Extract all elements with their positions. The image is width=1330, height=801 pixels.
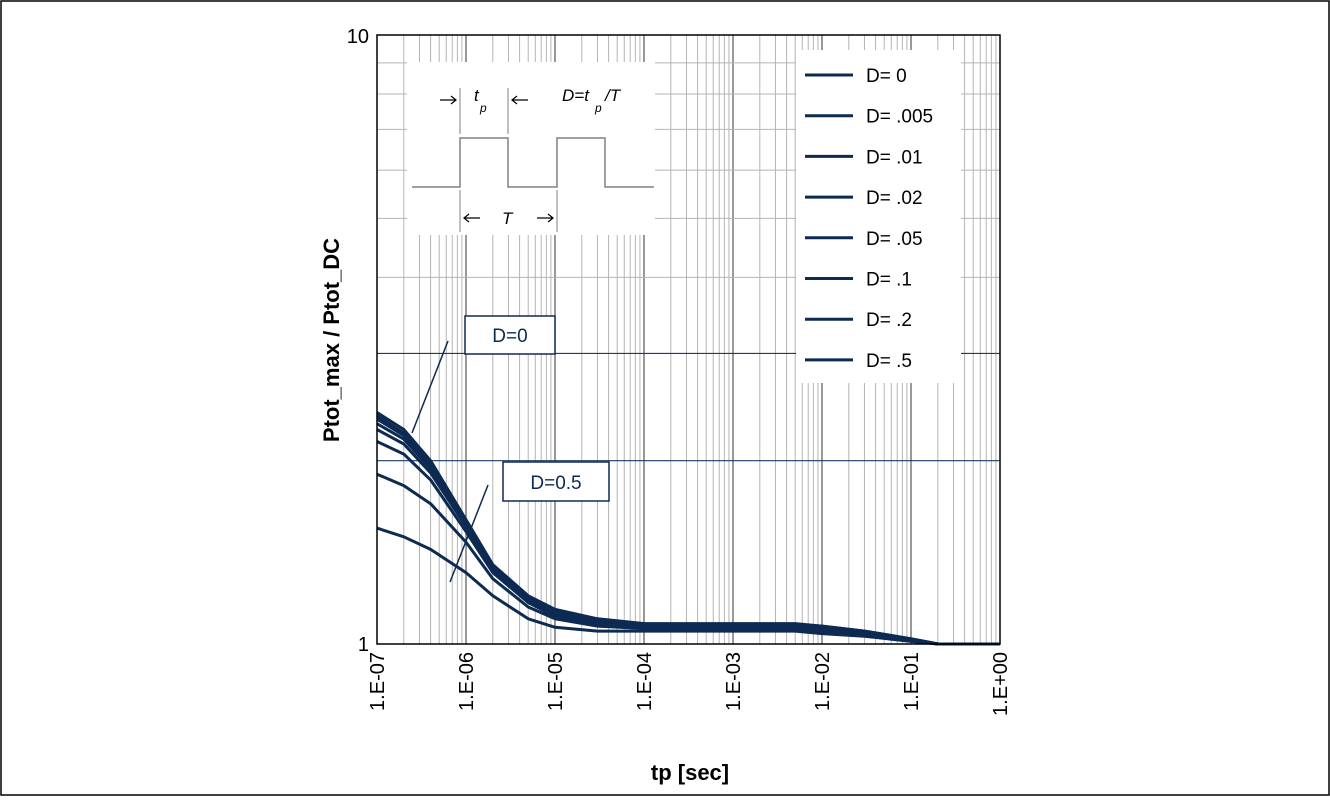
x-tick-label: 1.E+00 <box>990 652 1012 716</box>
inset-tp-label: t <box>474 86 480 105</box>
annotation-leader-line <box>411 340 449 434</box>
x-tick-label: 1.E-02 <box>812 652 834 711</box>
x-tick-label: 1.E-04 <box>634 652 656 711</box>
x-tick-label: 1.E-01 <box>901 652 923 711</box>
arrow-right-icon <box>537 213 554 223</box>
inset-background <box>407 62 655 235</box>
legend: D= 0 D= .005 D= .01 D= .02 D= .05 D= .1 D= .2 D… <box>796 50 961 383</box>
y-tick-label: 1 <box>358 634 369 656</box>
annotation-leader-line <box>449 484 489 583</box>
legend-entry: D= .2 <box>866 310 912 331</box>
pulse-waveform <box>412 137 654 188</box>
legend-entry: D= .01 <box>866 147 923 168</box>
annotation-box <box>502 461 610 502</box>
inset-formula-subscript: p <box>594 101 602 115</box>
legend-entry: D= .1 <box>866 270 912 291</box>
legend-entry: D= .02 <box>866 188 923 209</box>
inset-tp-subscript: p <box>479 101 487 115</box>
inset-formula: D=t <box>562 86 590 105</box>
y-axis-label: Ptot_max / Ptot_DC <box>319 238 344 442</box>
x-axis-label: tp [sec] <box>651 760 729 785</box>
x-tick-label: 1.E-03 <box>723 652 745 711</box>
axis-ticks: 1.E-07 1.E-06 1.E-05 1.E-04 1.E-03 1.E-02 1.E-… <box>347 26 1012 716</box>
x-tick-label: 1.E-05 <box>545 652 567 711</box>
y-tick-label: 10 <box>347 26 369 48</box>
x-tick-label: 1.E-07 <box>367 652 389 711</box>
arrow-left-icon <box>463 213 480 223</box>
series-line <box>376 526 1000 646</box>
inset-period-label: T <box>502 209 514 228</box>
inset-formula-suffix: /T <box>604 86 622 105</box>
legend-entry: D= .5 <box>866 351 912 372</box>
annotation-box <box>464 315 556 355</box>
plot-frame <box>376 34 1001 645</box>
arrow-right-icon <box>440 95 457 105</box>
annotation-label: D=0 <box>492 326 527 347</box>
duty-cycle-inset: tpD=tp/TT <box>407 62 655 235</box>
legend-entry: D= .05 <box>866 229 923 250</box>
x-tick-label: 1.E-06 <box>456 652 478 711</box>
annotation-label: D=0.5 <box>530 473 581 494</box>
arrow-left-icon <box>511 95 528 105</box>
series-lines <box>376 411 1000 646</box>
legend-background <box>796 50 961 383</box>
annotations: D=0 D=0.5 <box>411 315 610 583</box>
legend-entry: D= .005 <box>866 107 933 128</box>
legend-entry: D= 0 <box>866 66 907 87</box>
